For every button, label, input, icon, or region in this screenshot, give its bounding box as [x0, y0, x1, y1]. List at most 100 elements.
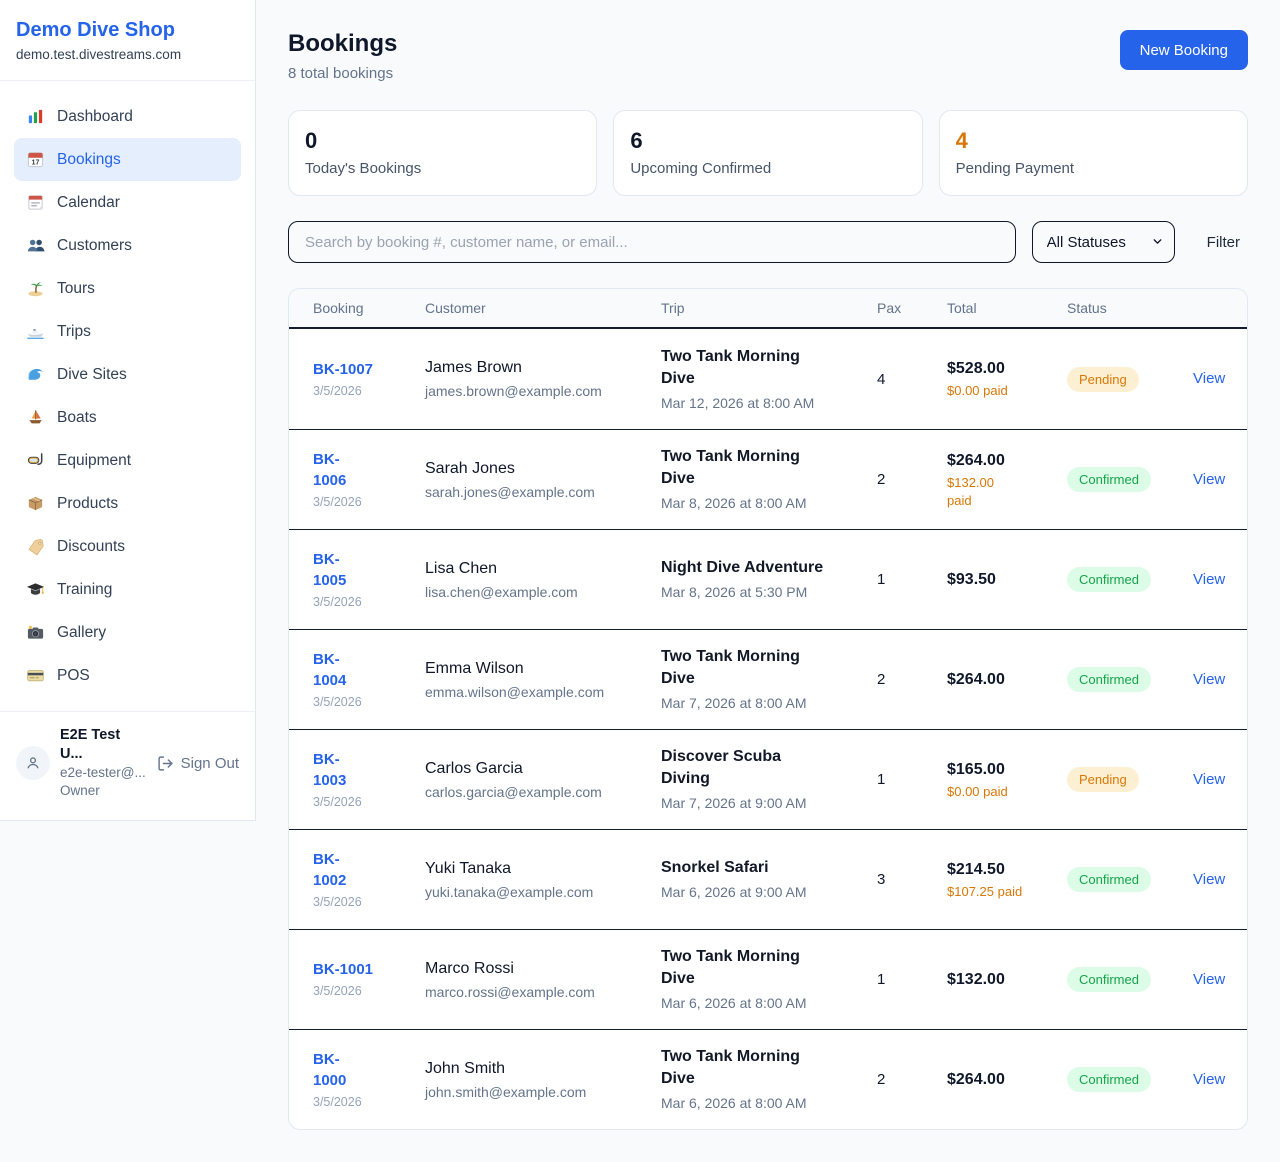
brand-domain: demo.test.divestreams.com: [16, 47, 182, 62]
sidebar-item-boats[interactable]: Boats: [14, 396, 241, 439]
sidebar-item-label: Trips: [57, 322, 91, 340]
sidebar-item-discounts[interactable]: Discounts: [14, 525, 241, 568]
booking-date: 3/5/2026: [313, 694, 362, 709]
sidebar-item-products[interactable]: Products: [14, 482, 241, 525]
view-link[interactable]: View: [1193, 670, 1226, 688]
user-email: e2e-tester@...: [60, 765, 146, 780]
total-amount: $264.00: [947, 451, 1005, 469]
customer-email: james.brown@example.com: [425, 383, 602, 399]
sidebar: Demo Dive Shop demo.test.divestreams.com…: [0, 0, 256, 821]
sidebar-item-label: Boats: [57, 408, 97, 426]
sidebar-item-label: Equipment: [57, 451, 132, 469]
sidebar-item-label: Dive Sites: [57, 365, 127, 383]
view-link[interactable]: View: [1193, 470, 1226, 488]
trip-name: Night Dive Adventure: [661, 559, 824, 576]
trip-datetime: Mar 12, 2026 at 8:00 AM: [661, 394, 815, 411]
pax-count: 3: [877, 871, 886, 888]
booking-id-link[interactable]: BK- 1006: [313, 450, 347, 489]
sidebar-item-label: Products: [57, 494, 119, 512]
view-link[interactable]: View: [1193, 970, 1226, 988]
filter-button[interactable]: Filter: [1206, 233, 1240, 251]
trip-name: Two Tank Morning Dive: [661, 648, 800, 687]
view-link[interactable]: View: [1193, 370, 1226, 387]
new-booking-button[interactable]: New Booking: [1119, 30, 1248, 70]
total-amount: $528.00: [947, 360, 1005, 377]
sidebar-item-customers[interactable]: Customers: [14, 224, 241, 267]
booking-date: 3/5/2026: [313, 894, 362, 909]
sidebar-item-tours[interactable]: Tours: [14, 267, 241, 310]
stat-value: 4: [955, 128, 968, 153]
sidebar-item-dashboard[interactable]: Dashboard: [14, 95, 241, 138]
view-link[interactable]: View: [1193, 1070, 1226, 1088]
customer-name: James Brown: [425, 359, 522, 376]
paid-amount: $0.00 paid: [947, 783, 1008, 799]
status-filter-wrap: All Statuses: [1031, 221, 1175, 263]
status-filter-select[interactable]: All Statuses: [1031, 221, 1175, 263]
booking-date: 3/5/2026: [313, 984, 362, 998]
sidebar-item-bookings[interactable]: 17 Bookings: [14, 138, 241, 181]
booking-id-link[interactable]: BK- 1000: [313, 1050, 347, 1089]
total-amount: $93.50: [947, 570, 996, 588]
sidebar-item-dive-sites[interactable]: Dive Sites: [14, 353, 241, 396]
sidebar-item-equipment[interactable]: Equipment: [14, 439, 241, 482]
trip-name: Discover Scuba Diving: [661, 748, 782, 787]
column-header-booking: Booking: [313, 300, 364, 316]
stat-card-upcoming-confirmed: 6 Upcoming Confirmed: [613, 110, 923, 196]
customer-email: marco.rossi@example.com: [425, 983, 595, 1000]
stat-card-todays-bookings: 0 Today's Bookings: [288, 110, 598, 196]
sidebar-item-label: Calendar: [57, 193, 120, 211]
trip-name: Two Tank Morning Dive: [661, 948, 800, 987]
user-section: E2E Test U... e2e-tester@... Owner Sign …: [0, 711, 255, 820]
stat-label: Pending Payment: [955, 160, 1075, 177]
total-amount: $165.00: [947, 760, 1005, 778]
stat-card-pending-payment: 4 Pending Payment: [938, 110, 1248, 196]
paid-amount: $132.00 paid: [947, 474, 994, 508]
sidebar-item-label: Bookings: [57, 150, 121, 168]
sidebar-item-trips[interactable]: Trips: [14, 310, 241, 353]
booking-id-link[interactable]: BK- 1005: [313, 550, 347, 589]
status-badge: Confirmed: [1067, 967, 1151, 992]
booking-id-link[interactable]: BK- 1003: [313, 750, 347, 789]
dive-sites-icon: [26, 365, 45, 384]
booking-id-link[interactable]: BK-1001: [313, 961, 374, 978]
view-link[interactable]: View: [1193, 770, 1226, 788]
sidebar-item-pos[interactable]: POS: [14, 654, 241, 697]
total-amount: $214.50: [947, 860, 1005, 878]
sidebar-item-gallery[interactable]: Gallery: [14, 611, 241, 654]
sidebar-item-label: Tours: [57, 279, 95, 297]
booking-date: 3/5/2026: [313, 383, 362, 398]
customer-name: Sarah Jones: [425, 459, 515, 477]
total-amount: $264.00: [947, 1070, 1005, 1088]
page-header: Bookings 8 total bookings New Booking: [288, 30, 1248, 84]
status-badge: Confirmed: [1067, 467, 1151, 492]
customer-name: Carlos Garcia: [425, 759, 523, 777]
trip-datetime: Mar 8, 2026 at 5:30 PM: [661, 584, 808, 600]
user-meta: E2E Test U... e2e-tester@... Owner: [60, 726, 147, 800]
user-name: E2E Test U...: [60, 727, 121, 762]
sidebar-item-label: Discounts: [57, 537, 126, 555]
gallery-icon: [26, 623, 45, 642]
avatar: [16, 746, 50, 780]
booking-id-link[interactable]: BK- 1004: [313, 650, 347, 689]
sign-out-label: Sign Out: [180, 754, 239, 772]
customer-email: john.smith@example.com: [425, 1083, 587, 1100]
sidebar-item-training[interactable]: Training: [14, 568, 241, 611]
view-link[interactable]: View: [1193, 570, 1226, 588]
bookings-icon: 17: [26, 150, 45, 169]
sidebar-item-label: Gallery: [57, 623, 107, 641]
trip-name: Snorkel Safari: [661, 859, 769, 876]
booking-id-link[interactable]: BK-1007: [313, 360, 374, 378]
trip-name: Two Tank Morning Dive: [661, 347, 800, 387]
person-icon: [27, 757, 39, 769]
stat-value: 0: [305, 128, 318, 153]
search-input[interactable]: [288, 221, 1016, 263]
table-row: BK-1007 3/5/2026 James Brown james.brown…: [289, 329, 1247, 429]
sidebar-item-calendar[interactable]: Calendar: [14, 181, 241, 224]
view-link[interactable]: View: [1193, 870, 1226, 888]
customer-email: sarah.jones@example.com: [425, 483, 595, 500]
status-badge: Confirmed: [1067, 667, 1151, 692]
controls-row: All Statuses Filter: [288, 221, 1248, 263]
booking-id-link[interactable]: BK- 1002: [313, 850, 347, 889]
sign-out-button[interactable]: Sign Out: [157, 755, 239, 772]
column-header-status: Status: [1067, 300, 1107, 316]
